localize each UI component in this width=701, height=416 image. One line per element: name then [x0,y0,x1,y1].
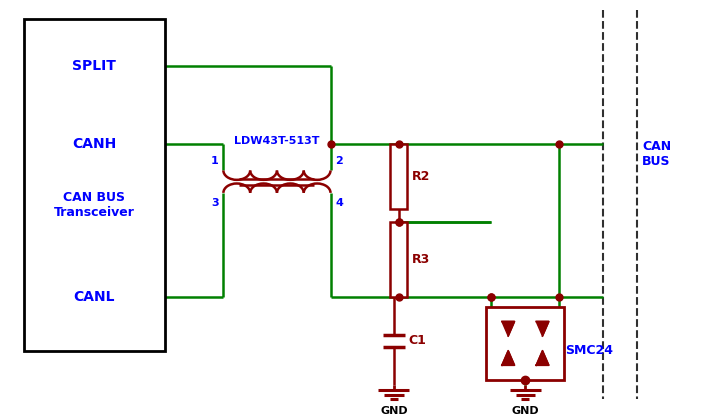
Text: CANL: CANL [74,290,115,304]
Bar [486,307,564,380]
Text: CAN
BUS: CAN BUS [642,140,672,168]
Text: C1: C1 [409,334,426,347]
Polygon shape [536,322,549,336]
Text: SPLIT: SPLIT [72,59,116,73]
Text: R2: R2 [411,170,430,183]
Text: GND: GND [512,406,539,416]
Text: 4: 4 [335,198,343,208]
Text: 2: 2 [335,156,343,166]
Bar [390,144,407,209]
Polygon shape [502,351,515,365]
Text: GND: GND [380,406,408,416]
Polygon shape [536,351,549,365]
Text: R3: R3 [411,253,430,266]
Bar [390,222,407,297]
Text: CANH: CANH [72,137,116,151]
Bar [24,20,165,351]
Polygon shape [502,322,515,336]
Text: SMC24: SMC24 [565,344,613,357]
Text: 3: 3 [211,198,219,208]
Text: CAN BUS
Transceiver: CAN BUS Transceiver [54,191,135,218]
Text: LDW43T-513T: LDW43T-513T [234,136,320,146]
Text: 1: 1 [211,156,219,166]
